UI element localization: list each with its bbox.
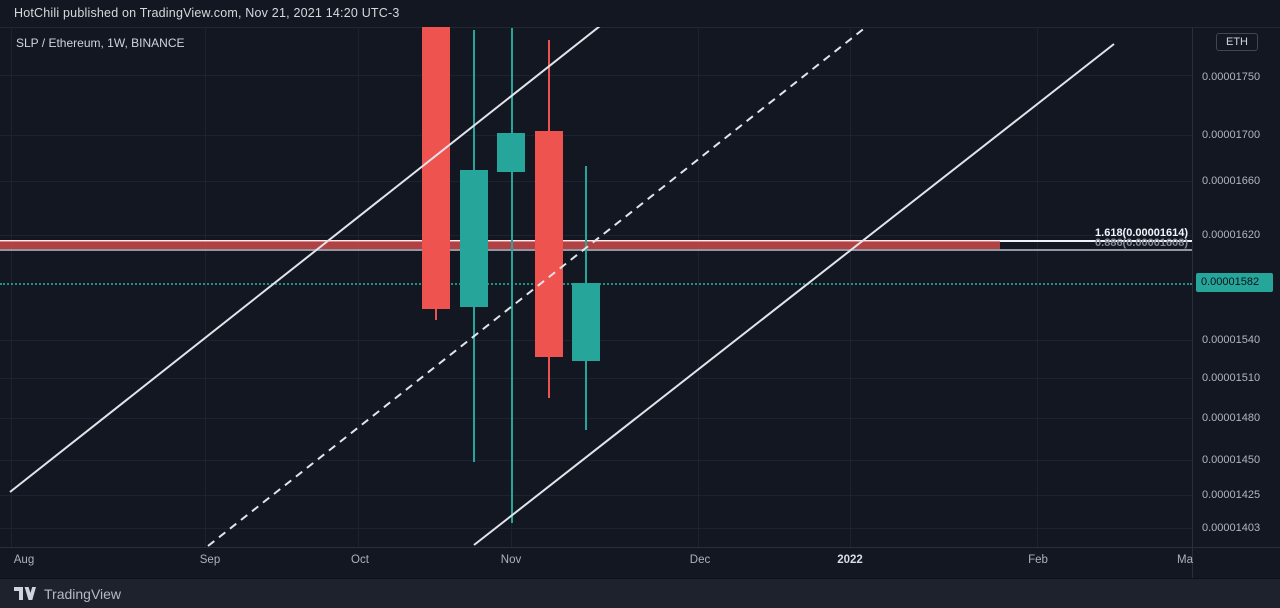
price-tick: 0.00001403 <box>1202 522 1261 534</box>
currency-toggle-button[interactable]: ETH <box>1216 33 1258 51</box>
price-tick: 0.00001510 <box>1202 372 1261 384</box>
time-tick: Sep <box>199 554 221 566</box>
price-axis[interactable]: ETH 0.00001750 0.00001700 0.00001660 0.0… <box>1192 27 1280 578</box>
price-tick: 0.00001425 <box>1202 489 1261 501</box>
time-tick: Dec <box>689 554 711 566</box>
attribution-bar: HotChili published on TradingView.com, N… <box>0 0 1280 28</box>
time-tick: Aug <box>13 554 35 566</box>
tradingview-wordmark[interactable]: TradingView <box>44 585 122 602</box>
footer-bar: TradingView <box>0 578 1280 608</box>
time-tick: Nov <box>500 554 522 566</box>
fib-label-1618: 1.618(0.00001614) <box>1095 227 1188 239</box>
time-tick: Oct <box>351 554 369 566</box>
price-tick: 0.00001450 <box>1202 454 1261 466</box>
price-tick: 0.00001660 <box>1202 175 1261 187</box>
chart-area[interactable] <box>0 27 1192 547</box>
time-tick-year: 2022 <box>837 554 863 566</box>
fib-label-0886: 0.886(0.00001608) <box>1095 237 1188 249</box>
price-tick: 0.00001700 <box>1202 129 1261 141</box>
symbol-legend[interactable]: SLP / Ethereum, 1W, BINANCE <box>16 36 185 50</box>
attribution-text: HotChili published on TradingView.com, N… <box>14 6 400 20</box>
price-tick: 0.00001750 <box>1202 71 1261 83</box>
price-tick: 0.00001620 <box>1202 229 1261 241</box>
time-tick: Ma <box>1177 554 1193 566</box>
price-tick: 0.00001480 <box>1202 412 1261 424</box>
price-tick: 0.00001540 <box>1202 334 1261 346</box>
tradingview-logo-icon[interactable] <box>14 586 36 601</box>
time-tick: Feb <box>1028 554 1048 566</box>
last-price-label: 0.00001582 <box>1196 273 1273 292</box>
time-axis[interactable]: Aug Sep Oct Nov Dec 2022 Feb Ma <box>0 547 1280 579</box>
chart-canvas: 1.618(0.00001614) 0.886(0.00001608) SLP … <box>0 27 1192 547</box>
